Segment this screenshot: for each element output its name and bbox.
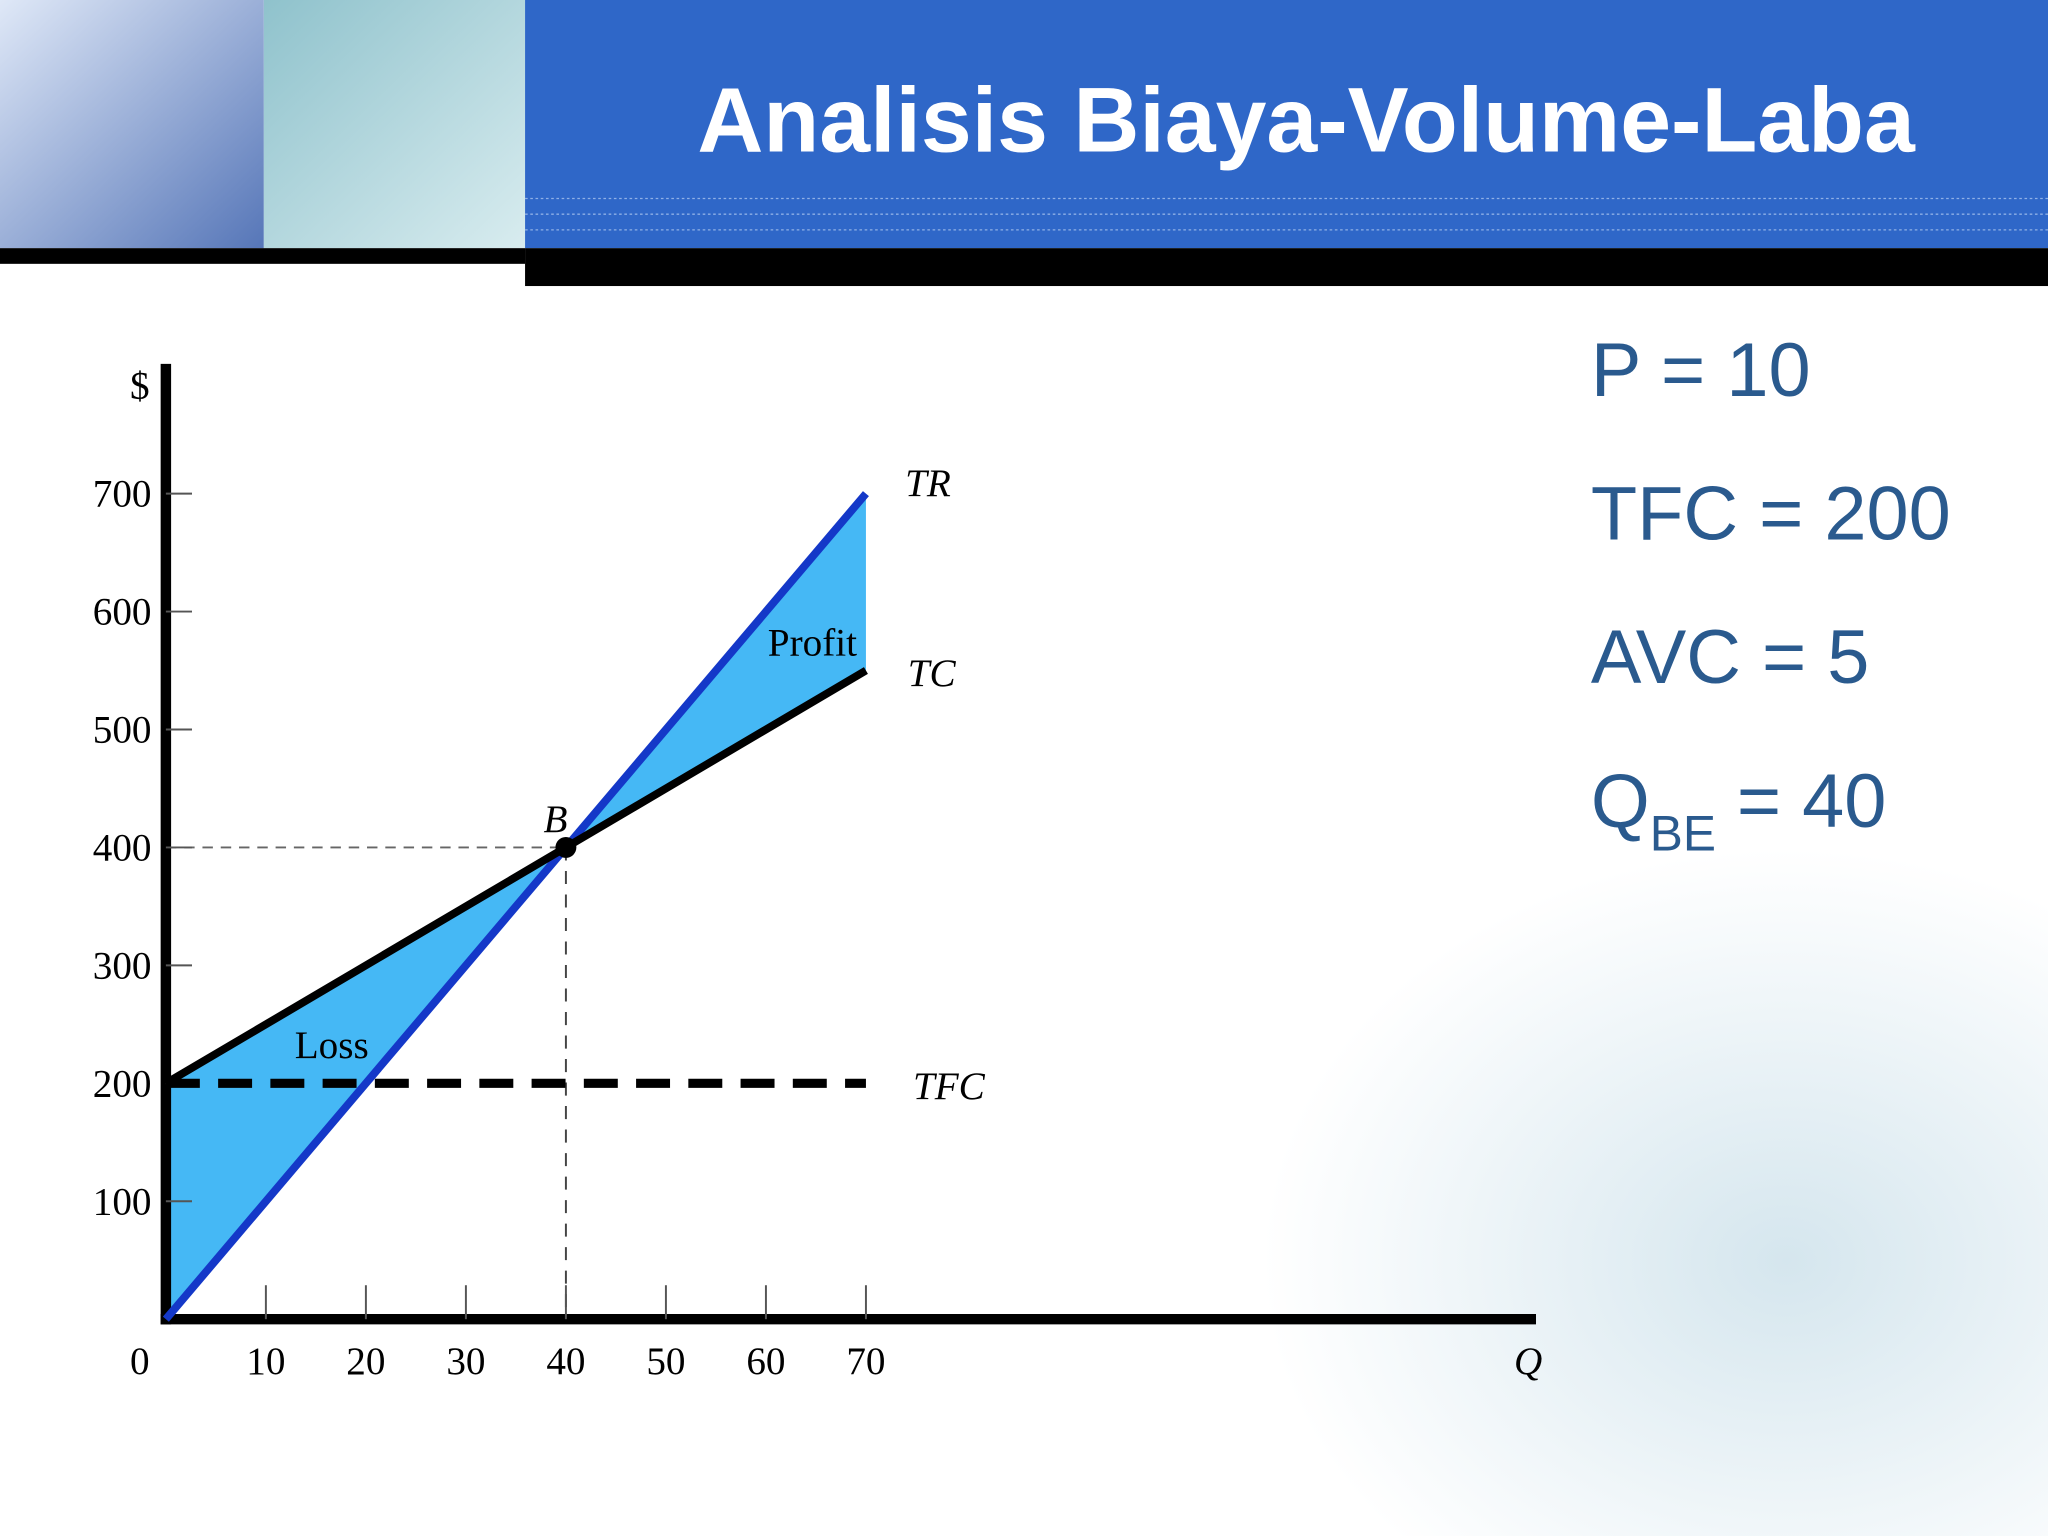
- y-tick-label: 400: [93, 826, 152, 869]
- y-tick-label: 500: [93, 709, 152, 752]
- parameter-main: Q: [1591, 759, 1650, 844]
- header-photo: [0, 0, 264, 249]
- y-axis-label: $: [130, 364, 150, 407]
- background-photo: [1175, 848, 2048, 1536]
- x-tick-label: 20: [346, 1340, 385, 1383]
- break-even-point: [555, 836, 577, 858]
- chart: $ Q 100 200 300 400 500 600 700 0 10 20 30 40 50 60 70 TR…: [93, 363, 1542, 1383]
- x-axis-label: Q: [1514, 1340, 1542, 1383]
- x-tick-label: 30: [446, 1340, 485, 1383]
- parameter: P = 10: [1591, 328, 1811, 413]
- y-tick-label: 100: [93, 1180, 152, 1223]
- series-line: [162, 491, 869, 1322]
- x-tick-label: 50: [646, 1340, 685, 1383]
- x-tick-label: 10: [246, 1340, 285, 1383]
- series-label: TR: [905, 462, 951, 505]
- profit-label: Profit: [768, 622, 857, 665]
- loss-label: Loss: [295, 1024, 369, 1067]
- title-band: [525, 0, 2048, 249]
- parameter-sub: BE: [1650, 805, 1716, 861]
- break-even-label: B: [543, 798, 567, 841]
- x-tick-label: 40: [546, 1340, 585, 1383]
- series-line: [163, 667, 868, 1087]
- header-photo: [263, 0, 526, 249]
- title-rule: [525, 248, 2048, 287]
- header-rule: [0, 248, 526, 264]
- x-tick-label: 60: [746, 1340, 785, 1383]
- series-label: TFC: [913, 1065, 986, 1108]
- y-tick-label: 600: [93, 591, 152, 634]
- parameter-rest: = 40: [1737, 759, 1887, 844]
- x-tick-label: 70: [846, 1340, 885, 1383]
- slide-title: Analisis Biaya-Volume-Laba: [697, 70, 1916, 172]
- y-tick-label: 200: [93, 1062, 152, 1105]
- x-tick-label: 0: [130, 1340, 150, 1383]
- y-tick-label: 700: [93, 473, 152, 516]
- parameters: P = 10 TFC = 200 AVC = 5 QBE = 40: [1591, 328, 1951, 862]
- parameter: QBE = 40: [1591, 759, 1887, 862]
- y-tick-label: 300: [93, 944, 152, 987]
- series-label: TC: [908, 652, 957, 695]
- parameter: AVC = 5: [1591, 615, 1870, 700]
- parameter: TFC = 200: [1591, 471, 1951, 556]
